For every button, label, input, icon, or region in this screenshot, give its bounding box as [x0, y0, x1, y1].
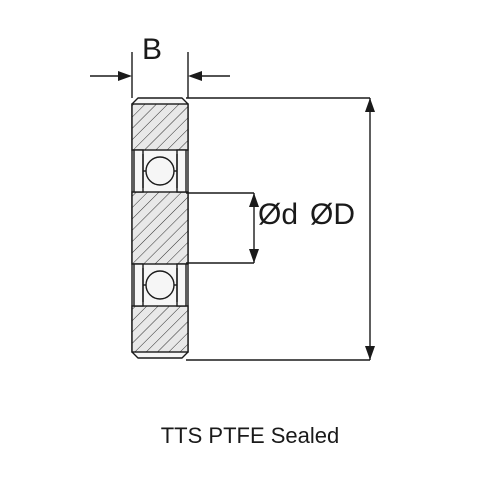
dimension-label-D: ØD [310, 198, 355, 232]
dimension-label-B: B [142, 33, 162, 67]
dimension-label-d: Ød [258, 198, 298, 232]
figure-caption: TTS PTFE Sealed [0, 423, 500, 449]
diagram-stage: B Ød ØD TTS PTFE Sealed [0, 0, 500, 500]
